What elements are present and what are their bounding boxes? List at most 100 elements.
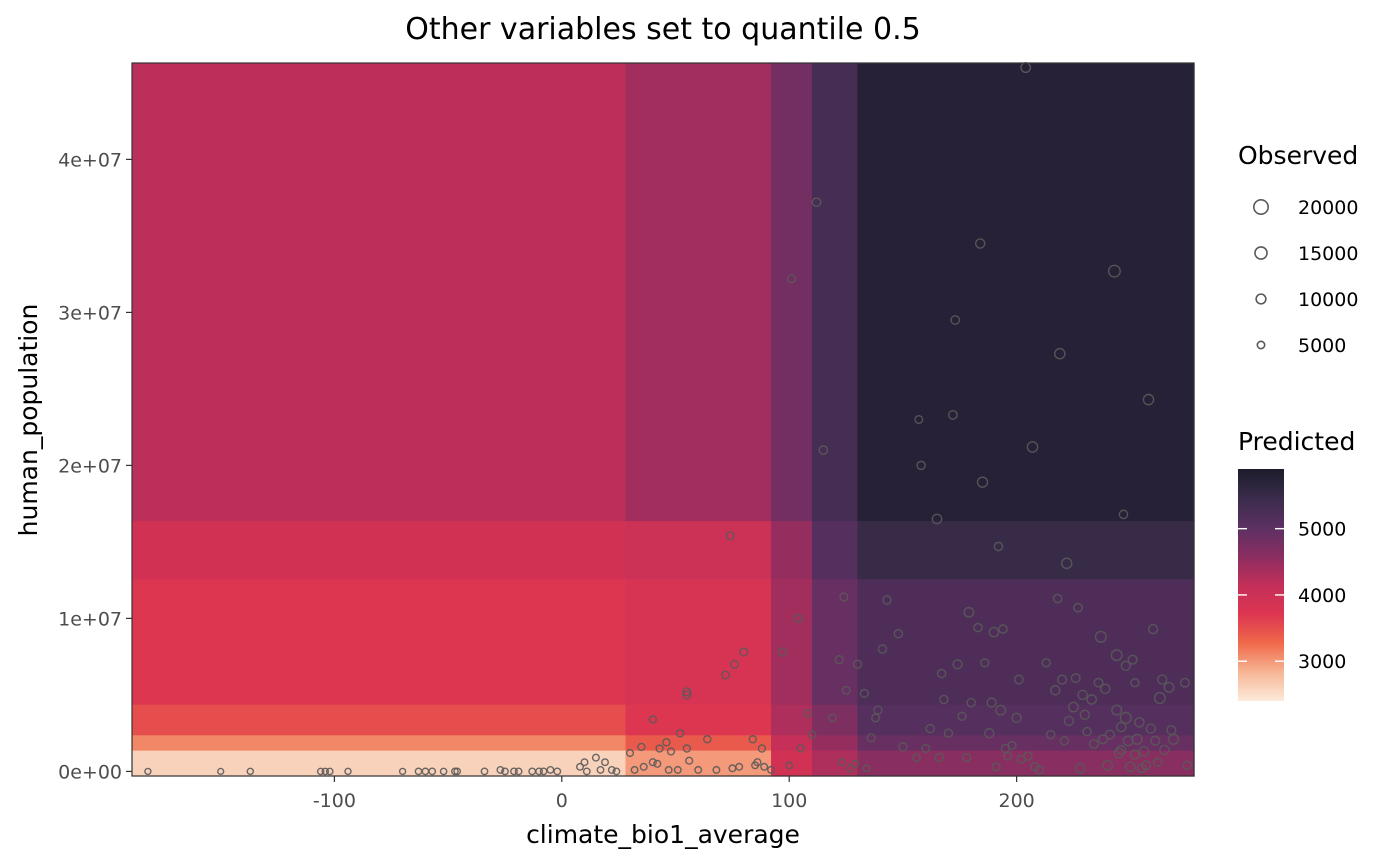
observed-point xyxy=(1026,441,1039,453)
colorbar-tick-label: 5000 xyxy=(1298,519,1346,541)
observed-point xyxy=(1073,602,1083,613)
observed-point xyxy=(321,767,330,776)
observed-point xyxy=(1111,704,1123,716)
observed-point xyxy=(939,694,949,705)
observed-point xyxy=(655,744,664,753)
observed-point xyxy=(1060,557,1073,570)
observed-point xyxy=(1088,738,1099,749)
y-tick-label: 4e+07 xyxy=(58,149,122,171)
observed-point xyxy=(1063,715,1075,727)
observed-point xyxy=(703,735,712,744)
observed-point xyxy=(866,733,876,743)
observed-point xyxy=(803,708,812,718)
observed-point xyxy=(673,765,682,774)
observed-point xyxy=(796,744,805,753)
observed-point xyxy=(1041,658,1051,668)
heat-tile xyxy=(771,63,813,522)
observed-point xyxy=(1050,685,1061,696)
colorbar-tick-label: 4000 xyxy=(1298,585,1346,607)
heat-tile xyxy=(132,520,627,580)
observed-point xyxy=(912,753,921,762)
observed-point xyxy=(1179,677,1190,688)
observed-point xyxy=(811,197,822,208)
observed-point xyxy=(439,767,448,776)
observed-point xyxy=(1116,744,1127,756)
observed-point xyxy=(675,728,685,738)
observed-point xyxy=(453,767,462,776)
observed-point xyxy=(785,761,794,770)
observed-point xyxy=(993,541,1004,552)
heat-tile xyxy=(625,578,772,705)
observed-point xyxy=(793,613,803,623)
observed-point xyxy=(1059,736,1070,746)
legend-observed-label: 5000 xyxy=(1298,335,1346,357)
observed-point xyxy=(630,765,639,774)
observed-point xyxy=(664,765,673,774)
observed-point xyxy=(1134,717,1145,728)
legend-predicted-title: Predicted xyxy=(1238,427,1355,456)
observed-point xyxy=(580,758,589,767)
observed-point xyxy=(1118,509,1129,520)
observed-point xyxy=(859,688,869,698)
heat-tile xyxy=(857,704,1195,736)
observed-point xyxy=(591,753,600,762)
observed-point xyxy=(730,659,740,669)
observed-point xyxy=(546,765,555,774)
heat-tile xyxy=(132,63,627,522)
observed-point xyxy=(980,658,990,668)
heat-tile xyxy=(771,520,813,580)
observed-point xyxy=(1129,749,1140,760)
legend-observed-label: 20000 xyxy=(1298,197,1358,219)
observed-point xyxy=(144,767,152,776)
observed-point xyxy=(1153,691,1166,705)
observed-point xyxy=(1152,757,1163,767)
y-tick-label: 3e+07 xyxy=(58,302,122,324)
observed-point xyxy=(514,767,523,776)
observed-point xyxy=(1107,264,1121,278)
observed-point xyxy=(1056,674,1068,685)
observed-point xyxy=(852,659,863,669)
heat-tile xyxy=(811,749,859,777)
observed-point xyxy=(1130,678,1140,688)
observed-point xyxy=(934,752,944,763)
observed-point xyxy=(898,742,908,752)
observed-point xyxy=(316,767,325,776)
observed-point xyxy=(807,730,817,740)
observed-point xyxy=(694,765,703,774)
observed-point xyxy=(1120,660,1131,671)
observed-point xyxy=(1138,746,1150,757)
heat-tile xyxy=(625,520,772,580)
observed-point xyxy=(995,704,1007,716)
observed-point xyxy=(767,765,775,774)
observed-point xyxy=(991,762,1001,772)
observed-point xyxy=(943,728,954,738)
observed-point xyxy=(662,738,671,747)
legend-predicted: Predicted 5000 4000 3000 xyxy=(1238,427,1355,701)
observed-point xyxy=(786,274,797,284)
observed-point xyxy=(501,767,509,776)
observed-point xyxy=(1094,630,1107,643)
x-tick-label: -100 xyxy=(313,790,356,812)
observed-point xyxy=(1099,683,1111,695)
heatmap-tiles xyxy=(132,63,1195,777)
observed-point xyxy=(451,767,459,776)
observed-point xyxy=(596,765,605,774)
observed-point xyxy=(653,759,662,768)
observed-point xyxy=(612,767,621,776)
observed-point xyxy=(925,723,935,734)
heat-tile xyxy=(857,734,1195,751)
heat-tile xyxy=(625,63,772,522)
observed-point xyxy=(988,626,1000,638)
observed-point xyxy=(986,697,997,708)
observed-point xyxy=(753,758,762,767)
observed-point xyxy=(1070,673,1081,684)
observed-point xyxy=(916,460,926,471)
y-tick-label: 2e+07 xyxy=(58,455,122,477)
observed-point xyxy=(877,644,888,654)
predicted-colorbar xyxy=(1238,469,1284,701)
observed-point xyxy=(882,595,892,605)
observed-point xyxy=(666,747,676,756)
observed-point xyxy=(1131,733,1143,745)
observed-point xyxy=(834,654,844,665)
observed-point xyxy=(1093,677,1104,688)
